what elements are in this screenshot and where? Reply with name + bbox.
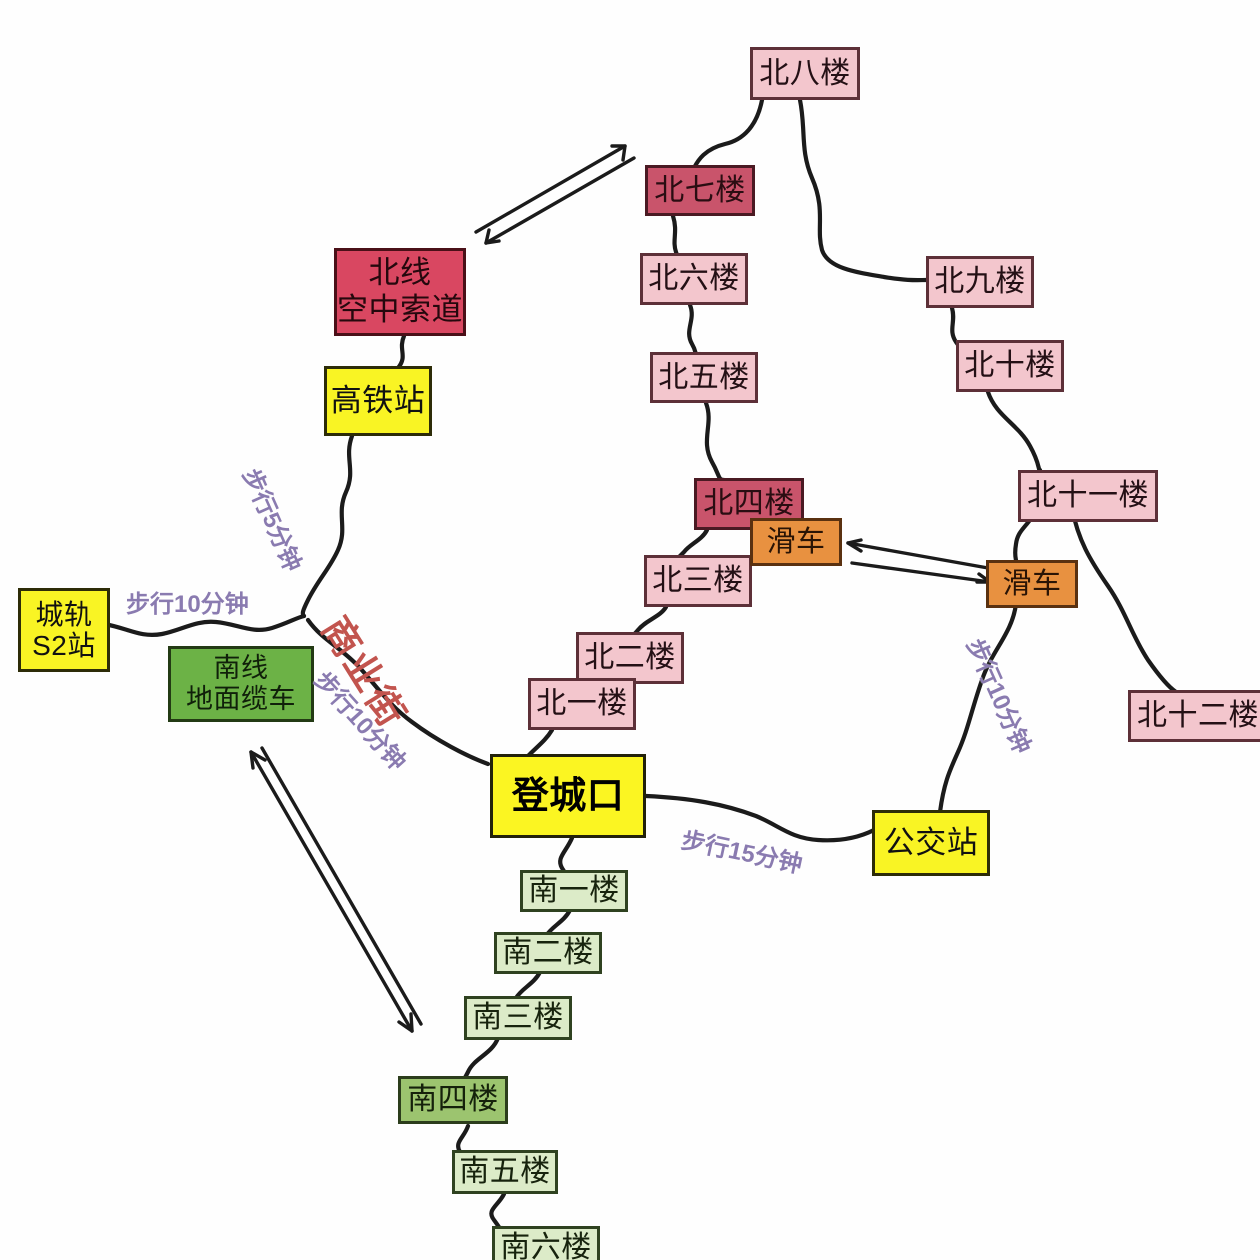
node-label-line1: 北线 bbox=[368, 255, 432, 291]
node-label-line2: S2站 bbox=[32, 630, 96, 661]
double-arrow-slide-west-slide-east bbox=[846, 538, 992, 584]
node-label: 滑车 bbox=[1002, 567, 1062, 600]
node-south-2[interactable]: 南二楼 bbox=[494, 932, 602, 974]
node-slide-west[interactable]: 滑车 bbox=[750, 518, 842, 566]
node-label: 南三楼 bbox=[472, 1001, 564, 1035]
node-south-6[interactable]: 南六楼 bbox=[492, 1226, 600, 1260]
node-north-11[interactable]: 北十一楼 bbox=[1018, 470, 1158, 522]
edge-entrance-bus bbox=[643, 793, 877, 843]
node-label: 公交站 bbox=[883, 824, 979, 860]
node-label: 南六楼 bbox=[500, 1231, 592, 1260]
edge-label-bus-to-slide: 步行10分钟 bbox=[960, 634, 1036, 758]
node-north-cableway[interactable]: 北线 空中索道 bbox=[334, 248, 466, 336]
node-entrance[interactable]: 登城口 bbox=[490, 754, 646, 838]
node-label: 南四楼 bbox=[407, 1083, 499, 1117]
node-label: 南二楼 bbox=[502, 936, 594, 970]
node-north-12[interactable]: 北十二楼 bbox=[1128, 690, 1260, 742]
node-label: 北八楼 bbox=[759, 56, 851, 90]
edge-north10-north11 bbox=[985, 389, 1043, 473]
node-north-3[interactable]: 北三楼 bbox=[644, 555, 752, 607]
node-north-4[interactable]: 北四楼 bbox=[694, 478, 804, 530]
node-north-5[interactable]: 北五楼 bbox=[650, 352, 758, 403]
node-label: 南一楼 bbox=[528, 874, 620, 908]
node-south-4[interactable]: 南四楼 bbox=[398, 1076, 508, 1124]
edge-north6-north5 bbox=[687, 302, 703, 358]
node-north-9[interactable]: 北九楼 bbox=[926, 256, 1034, 308]
edge-label-metro-to-street: 步行10分钟 bbox=[126, 591, 249, 618]
edge-label-entrance-to-bus: 步行15分钟 bbox=[678, 826, 805, 879]
node-label: 滑车 bbox=[766, 525, 826, 558]
node-north-1[interactable]: 北一楼 bbox=[528, 678, 636, 730]
node-label: 北十楼 bbox=[964, 349, 1056, 383]
node-north-6[interactable]: 北六楼 bbox=[640, 253, 748, 305]
node-bus-station[interactable]: 公交站 bbox=[872, 810, 990, 876]
node-label: 北七楼 bbox=[654, 173, 746, 207]
node-label-line2: 空中索道 bbox=[337, 292, 463, 327]
edge-north11-north12 bbox=[1069, 505, 1179, 695]
node-label: 登城口 bbox=[511, 775, 625, 817]
edge-rail-street bbox=[300, 433, 355, 619]
node-label: 北六楼 bbox=[648, 262, 740, 296]
edge-south3-south4 bbox=[461, 1035, 501, 1083]
edge-north5-north4 bbox=[703, 400, 727, 483]
node-label: 北十二楼 bbox=[1137, 699, 1259, 733]
double-arrow-cableway-north7 bbox=[474, 144, 636, 245]
node-north-10[interactable]: 北十楼 bbox=[956, 340, 1064, 392]
edge-label-rail-to-street: 步行5分钟 bbox=[236, 464, 307, 576]
double-arrow-southline-cablecar bbox=[249, 746, 423, 1033]
node-label: 北一楼 bbox=[536, 687, 628, 721]
node-metro-s2[interactable]: 城轨 S2站 bbox=[18, 588, 110, 672]
node-label-line1: 城轨 bbox=[35, 598, 93, 630]
node-north-8[interactable]: 北八楼 bbox=[750, 47, 860, 100]
node-south-5[interactable]: 南五楼 bbox=[452, 1150, 558, 1194]
edge-north8-north7 bbox=[691, 97, 765, 171]
node-label: 南五楼 bbox=[459, 1155, 551, 1189]
edge-north8-north9 bbox=[797, 97, 929, 283]
node-label: 北四楼 bbox=[703, 487, 795, 521]
node-north-2[interactable]: 北二楼 bbox=[576, 632, 684, 684]
node-label-line2: 地面缆车 bbox=[186, 684, 296, 714]
node-label: 北十一楼 bbox=[1027, 479, 1149, 513]
node-label: 北二楼 bbox=[584, 641, 676, 675]
node-label-line1: 南线 bbox=[213, 652, 269, 683]
node-south-1[interactable]: 南一楼 bbox=[520, 870, 628, 912]
node-north-7[interactable]: 北七楼 bbox=[645, 165, 755, 216]
edge-south5-south6 bbox=[489, 1191, 507, 1231]
node-label: 北五楼 bbox=[658, 360, 750, 394]
node-slide-east[interactable]: 滑车 bbox=[986, 560, 1078, 608]
node-label: 北三楼 bbox=[652, 564, 744, 598]
node-label: 北九楼 bbox=[934, 265, 1026, 299]
node-high-speed-rail[interactable]: 高铁站 bbox=[324, 366, 432, 436]
node-south-cablecar[interactable]: 南线 地面缆车 bbox=[168, 646, 314, 722]
node-south-3[interactable]: 南三楼 bbox=[464, 996, 572, 1040]
node-label: 高铁站 bbox=[330, 382, 426, 418]
